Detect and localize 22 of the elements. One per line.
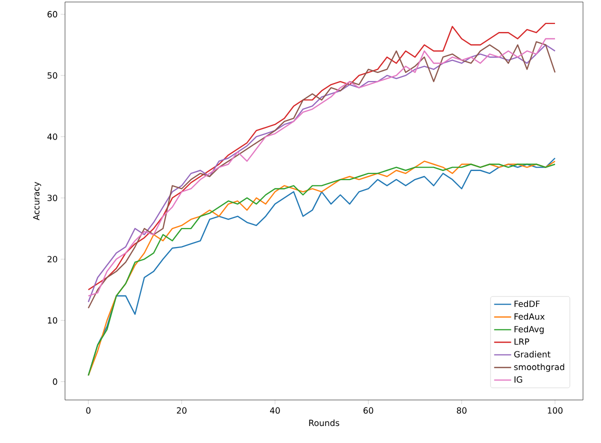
x-tick-label: 40 [270, 407, 280, 414]
y-tick-label: 0 [52, 378, 58, 385]
y-axis-title: Accuracy [33, 182, 42, 220]
y-tick-label: 10 [48, 317, 58, 324]
y-tick-label: 30 [48, 194, 58, 202]
legend-label: IG [514, 376, 522, 383]
x-axis-title: Rounds [309, 420, 340, 426]
legend-label: FedAvg [514, 326, 544, 334]
legend-label: smoothgrad [514, 364, 564, 372]
y-tick-label: 50 [48, 72, 58, 79]
y-tick-label: 40 [47, 134, 58, 140]
x-tick-label: 60 [364, 407, 374, 414]
legend-label: FedAux [514, 313, 545, 320]
x-tick-label: 20 [176, 407, 186, 414]
x-tick-label: 0 [86, 407, 90, 414]
legend-label: Gradient [514, 350, 550, 358]
y-tick-label: 60 [48, 11, 58, 18]
y-tick-label: 20 [48, 256, 58, 262]
x-tick-label: 80 [456, 407, 466, 414]
x-tick-label: 100 [548, 407, 563, 414]
legend-label: FedDF [514, 300, 540, 308]
legend-label: LRP [514, 338, 530, 345]
